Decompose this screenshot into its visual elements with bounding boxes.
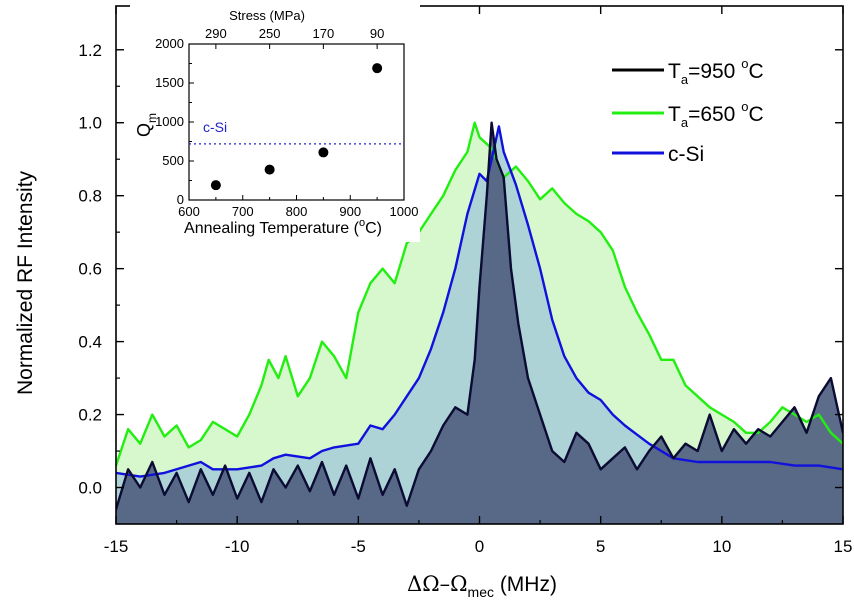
legend-entry-ta650: Ta=650 oC	[612, 99, 764, 130]
main-y-tick-label: 0.6	[78, 260, 102, 279]
main-y-tick-label: 1.2	[78, 41, 102, 60]
main-y-axis-label: Normalized RF Intensity	[14, 170, 37, 395]
main-x-tick-label: -5	[351, 537, 366, 556]
inset-plot: 600 700 800 900 1000 0 500 1000 1500 2000 290 250 17…	[130, 2, 420, 242]
series-line-ta950	[116, 121, 843, 510]
inset-top-axis-label: Stress (MPa)	[229, 8, 305, 23]
main-x-axis-label-sub: mec	[468, 584, 494, 600]
main-x-axis-label-unit: (MHz)	[494, 573, 557, 596]
legend-entry-csi: c-Si	[612, 143, 704, 166]
inset-top-tick-label: 90	[370, 26, 384, 41]
inset-y-tick-label: 1000	[155, 114, 184, 129]
main-x-axis-label-delta: ΔΩ–Ω	[407, 572, 468, 596]
inset-y-tick-label: 0	[177, 192, 184, 207]
series-line-ta650	[116, 121, 843, 466]
main-y-tick-label: 0.8	[78, 187, 102, 206]
main-data-areas	[116, 122, 843, 524]
legend-entry-ta950: Ta=950 oC	[612, 56, 764, 87]
inset-reference-line-label: c-Si	[203, 119, 227, 135]
inset-y-tick-label: 2000	[155, 36, 184, 51]
inset-x-tick-label: 700	[232, 204, 254, 219]
area-fill-ta950	[116, 122, 843, 524]
main-x-tick-label: -15	[104, 537, 129, 556]
inset-top-tick-label: 250	[259, 26, 281, 41]
main-y-tick-label: 0.0	[78, 479, 102, 498]
main-x-tick-label: -10	[225, 537, 250, 556]
main-data-lines	[116, 121, 843, 510]
main-x-tick-label: 15	[834, 537, 853, 556]
main-y-tick-label: 0.4	[78, 333, 102, 352]
inset-data-points	[210, 63, 383, 191]
inset-x-tick-label: 800	[286, 204, 308, 219]
inset-y-tick-label: 500	[162, 153, 184, 168]
inset-data-point	[210, 180, 221, 191]
main-x-axis-label: ΔΩ–Ωmec (MHz)	[407, 572, 557, 600]
inset-background	[130, 2, 420, 242]
main-y-tick-label: 1.0	[78, 114, 102, 133]
inset-top-tick-label: 170	[313, 26, 335, 41]
inset-ticks: 600 700 800 900 1000 0 500 1000 1500 2000 290 250 17…	[155, 26, 418, 219]
inset-top-tick-label: 290	[205, 26, 227, 41]
main-x-tick-label: 10	[712, 537, 731, 556]
inset-data-point	[318, 147, 329, 158]
main-x-tick-label: 0	[475, 537, 484, 556]
inset-y-tick-label: 1500	[155, 75, 184, 90]
inset-data-point	[264, 164, 275, 175]
main-y-tick-label: 0.2	[78, 406, 102, 425]
main-plot: -15 -10 -5 0 5 10 15 0.0 0.2 0.4 0.6 0.8 1.0 1.2 Norm…	[14, 5, 853, 600]
inset-y-axis-label: Qm	[134, 113, 159, 137]
legend-label-csi: c-Si	[668, 143, 704, 166]
series-line-csi	[116, 125, 843, 478]
inset-x-tick-label: 900	[339, 204, 361, 219]
inset-x-tick-label: 600	[178, 204, 200, 219]
inset-x-tick-label: 1000	[390, 204, 419, 219]
inset-x-axis-label: Annealing Temperature (oC)	[184, 217, 382, 237]
inset-data-point	[372, 63, 383, 74]
legend: Ta=950 oC Ta=650 oC c-Si	[612, 56, 764, 166]
legend-label-ta950: Ta=950 oC	[668, 56, 764, 87]
legend-label-ta650: Ta=650 oC	[668, 99, 764, 130]
main-x-tick-label: 5	[596, 537, 605, 556]
